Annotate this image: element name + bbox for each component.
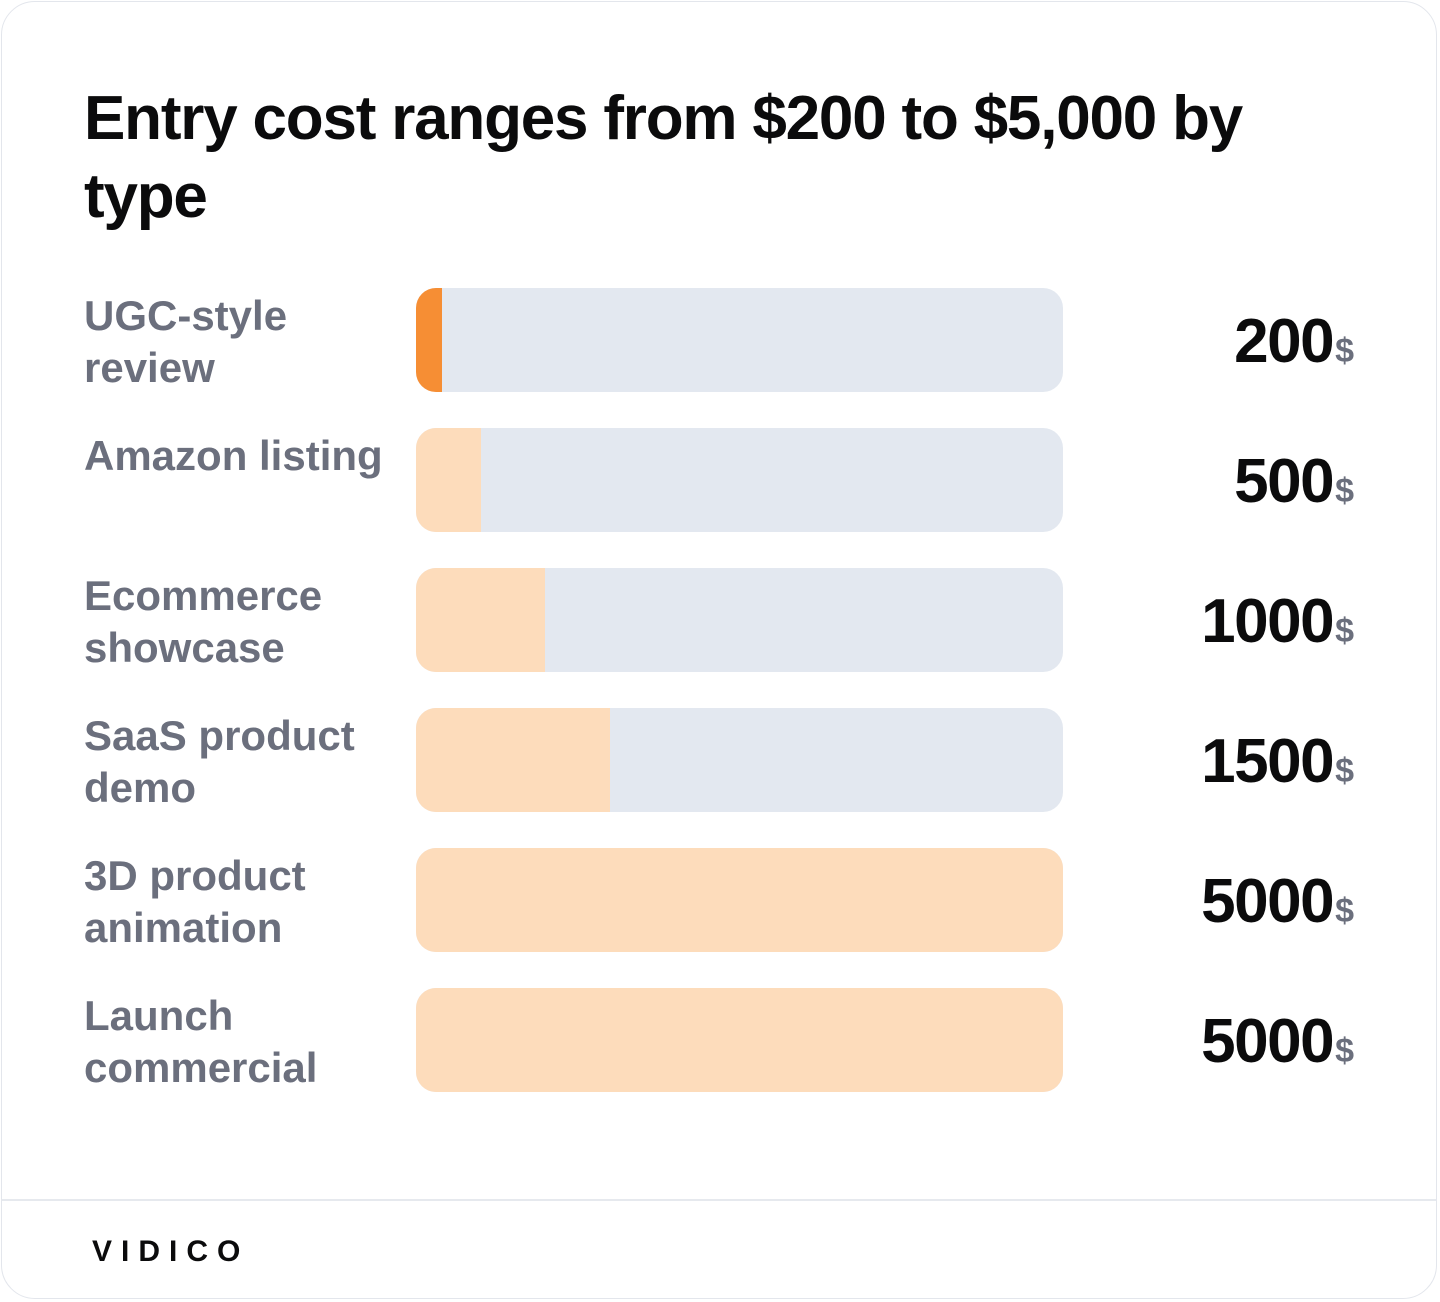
value-number: 5000	[1201, 867, 1334, 936]
brand-logo: VIDICO	[92, 1235, 250, 1268]
category-label: Amazon listing	[84, 432, 383, 479]
bar	[416, 568, 545, 672]
category-label: Ecommerce showcase	[84, 572, 323, 671]
bar	[416, 288, 442, 392]
value-label: 1000$	[1201, 586, 1354, 658]
bar-track	[416, 288, 1063, 392]
value-number: 200	[1234, 307, 1334, 376]
category-label: Launch commercial	[84, 992, 318, 1091]
value-number: 1500	[1201, 727, 1334, 796]
value-unit: $	[1335, 332, 1354, 370]
value-unit: $	[1335, 752, 1354, 790]
value-number: 500	[1234, 447, 1334, 516]
value-label: 1500$	[1201, 726, 1354, 798]
bar-row: 3D product animation 5000$	[2, 848, 1436, 952]
value-unit: $	[1335, 612, 1354, 650]
bar-track	[416, 988, 1063, 1092]
footer-divider	[2, 1199, 1436, 1201]
category-label: 3D product animation	[84, 852, 306, 951]
bar-row: Ecommerce showcase 1000$	[2, 568, 1436, 672]
bar	[416, 708, 610, 812]
bar	[416, 988, 1063, 1092]
value-unit: $	[1335, 892, 1354, 930]
value-number: 5000	[1201, 1007, 1334, 1076]
value-label: 200$	[1234, 306, 1354, 378]
bar	[416, 428, 481, 532]
value-label: 500$	[1234, 446, 1354, 518]
value-label: 5000$	[1201, 1006, 1354, 1078]
value-number: 1000	[1201, 587, 1334, 656]
bar-track	[416, 428, 1063, 532]
bar-row: Amazon listing 500$	[2, 428, 1436, 532]
chart-title: Entry cost ranges from $200 to $5,000 by…	[84, 84, 1243, 231]
bar-track	[416, 708, 1063, 812]
bar-row: UGC-style review 200$	[2, 288, 1436, 392]
bar	[416, 848, 1063, 952]
category-label: SaaS product demo	[84, 712, 355, 811]
value-label: 5000$	[1201, 866, 1354, 938]
value-unit: $	[1335, 1032, 1354, 1070]
bar-track	[416, 568, 1063, 672]
category-label: UGC-style review	[84, 292, 288, 391]
value-unit: $	[1335, 472, 1354, 510]
bar-track	[416, 848, 1063, 952]
bar-row: Launch commercial 5000$	[2, 988, 1436, 1092]
bar-row: SaaS product demo 1500$	[2, 708, 1436, 812]
